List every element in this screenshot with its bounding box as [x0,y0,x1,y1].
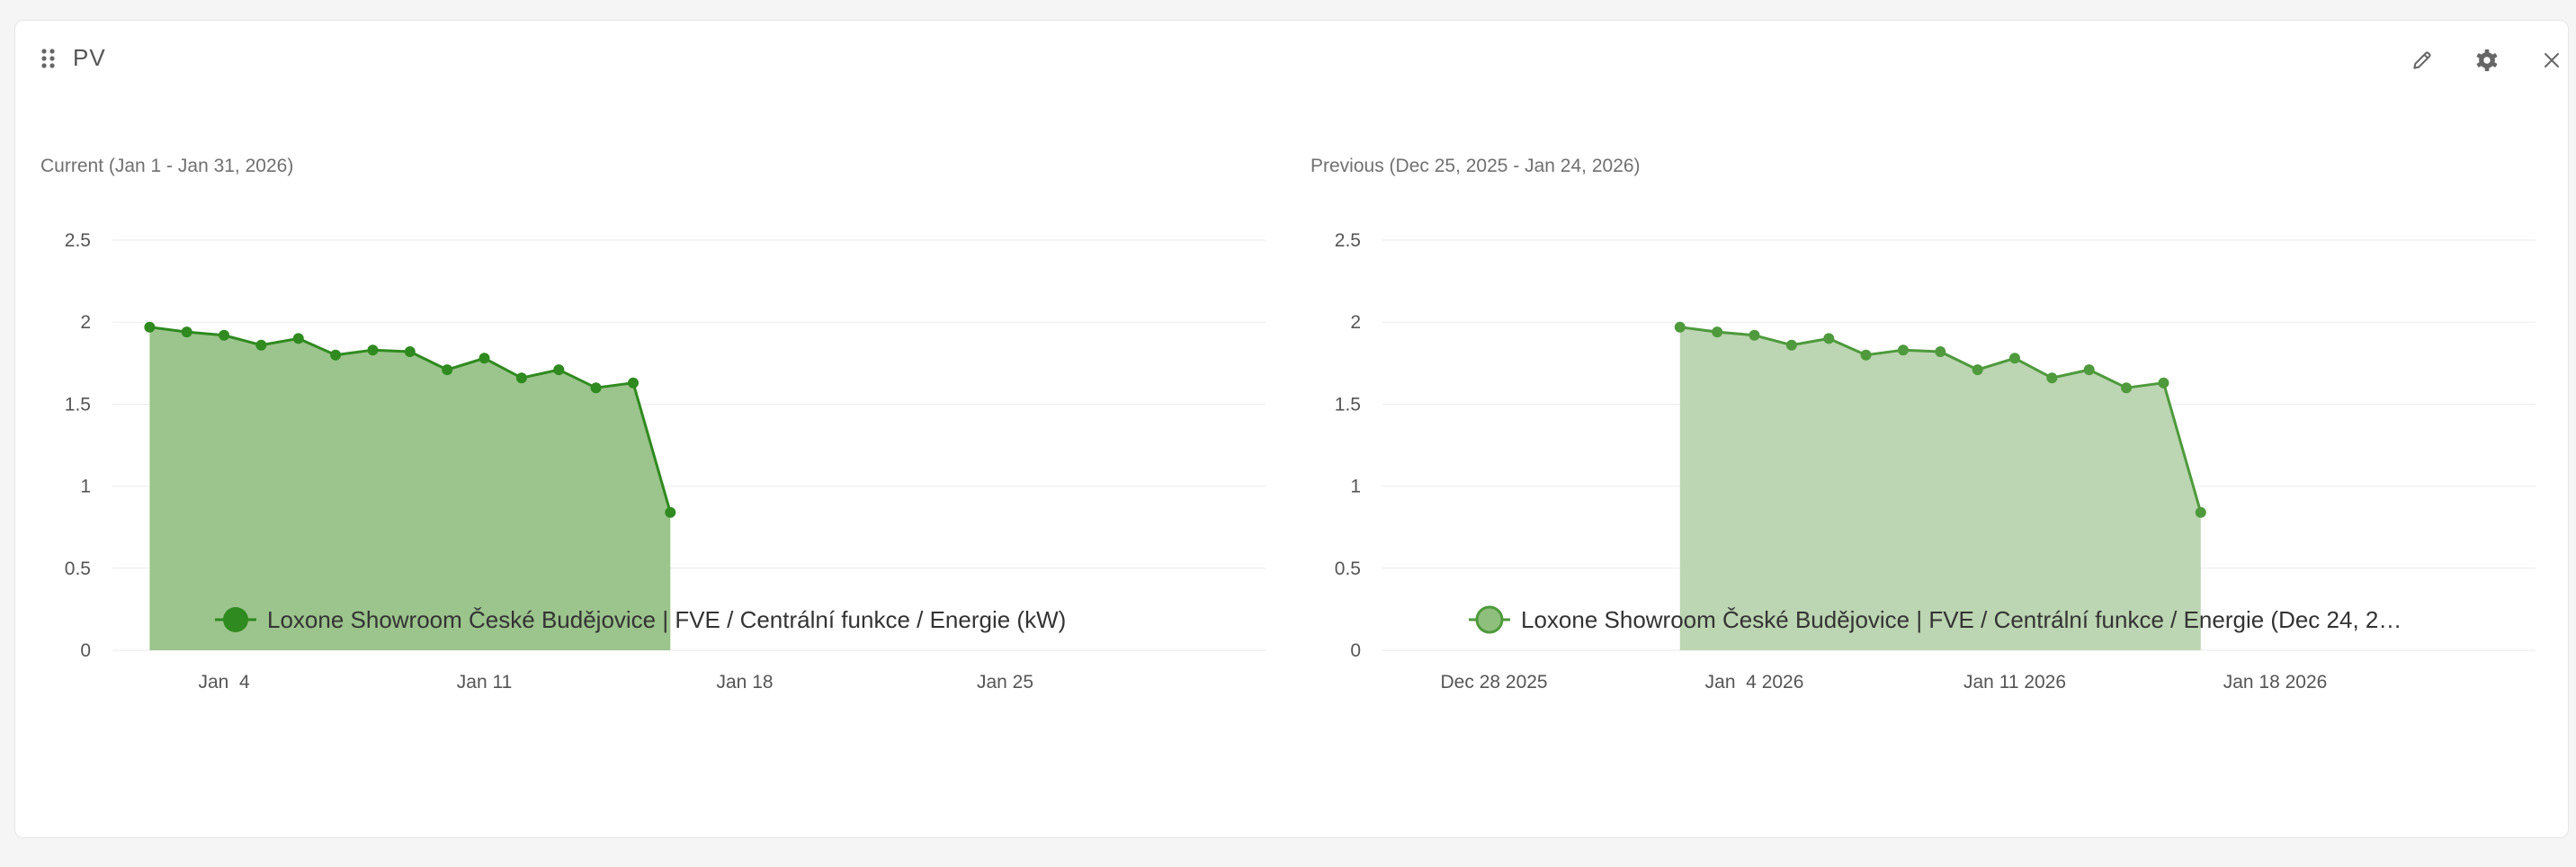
previous-data-point[interactable] [1712,326,1723,338]
previous-y-tick-label: 0 [1350,640,1361,661]
current-period-chart: Current (Jan 1 - Jan 31, 2026) 0 0.5 1 1.5 2… [40,156,1282,785]
legend-marker-previous-icon [1469,602,1510,638]
current-data-point[interactable] [255,339,267,351]
legend-item-current[interactable]: Loxone Showroom České Budějovice | FVE /… [215,602,1066,638]
legend-label-previous: Loxone Showroom České Budějovice | FVE /… [1521,605,2402,633]
legend-marker-current-icon [215,602,256,638]
current-data-point[interactable] [219,329,230,341]
current-y-tick-label: 0 [80,640,91,661]
previous-data-point[interactable] [2195,506,2206,518]
current-y-tick-label: 1 [80,477,91,497]
current-x-tick-label: Jan 18 [717,672,774,693]
current-data-point[interactable] [404,346,416,357]
gear-icon [2476,49,2498,72]
pv-widget-card: PV Current (Jan 1 - Jan 31, 2026) [14,20,2569,838]
close-icon [2545,53,2559,67]
current-data-point[interactable] [144,321,156,333]
current-y-tick-label: 2 [80,312,91,333]
current-chart-plot: 0 0.5 1 1.5 2 2.5 Jan 4 Jan 11 Jan 18 Jan 25 [65,230,1266,693]
current-data-point[interactable] [367,344,379,356]
previous-data-point[interactable] [1860,349,1872,361]
pencil-icon [2413,51,2431,69]
legend-label-current: Loxone Showroom České Budějovice | FVE /… [267,605,1067,633]
current-data-point[interactable] [330,349,342,361]
current-data-point[interactable] [442,364,453,376]
current-y-tick-label: 1.5 [65,394,91,415]
current-data-point[interactable] [553,364,565,376]
previous-series-area [1679,326,2201,650]
previous-period-chart: Previous (Dec 25, 2025 - Jan 24, 2026) 0… [1310,156,2552,785]
widget-title: PV [73,44,106,71]
previous-y-tick-label: 1 [1350,477,1361,497]
close-button[interactable] [2534,42,2570,78]
previous-period-label: Previous (Dec 25, 2025 - Jan 24, 2026) [1310,156,1641,176]
drag-handle-icon[interactable] [40,48,57,69]
current-data-point[interactable] [292,333,304,344]
previous-data-point[interactable] [1935,346,1946,357]
previous-data-point[interactable] [1785,339,1797,351]
current-data-point[interactable] [628,377,639,389]
settings-button[interactable] [2469,42,2505,78]
current-x-tick-label: Jan 11 [457,672,513,693]
previous-x-tick-label: Jan 18 2026 [2223,672,2328,693]
current-data-point[interactable] [665,506,676,518]
previous-data-point[interactable] [1749,329,1760,341]
previous-x-tick-label: Dec 28 2025 [1441,672,1548,693]
current-data-point[interactable] [515,372,527,384]
previous-data-point[interactable] [2121,382,2133,394]
current-period-label: Current (Jan 1 - Jan 31, 2026) [40,156,294,176]
previous-y-tick-label: 2 [1350,312,1361,333]
previous-y-tick-label: 2.5 [1335,230,1361,251]
previous-data-point[interactable] [1823,333,1835,344]
edit-button[interactable] [2404,42,2440,78]
current-data-point[interactable] [590,382,602,394]
previous-data-point[interactable] [1674,321,1686,333]
previous-x-tick-label: Jan 11 2026 [1963,672,2066,693]
previous-data-point[interactable] [1972,364,1983,376]
current-y-tick-label: 2.5 [65,230,91,251]
previous-chart-plot: 0 0.5 1 1.5 2 2.5 Dec 28 2025 Jan 4 2026 Jan 11 … [1335,230,2536,693]
previous-data-point[interactable] [2046,372,2058,384]
previous-data-point[interactable] [1898,344,1909,356]
previous-data-point[interactable] [2083,364,2095,376]
previous-y-tick-label: 0.5 [1335,559,1361,579]
current-x-tick-label: Jan 25 [977,672,1033,693]
current-x-tick-label: Jan 4 [198,672,250,693]
previous-x-tick-label: Jan 4 2026 [1705,672,1804,693]
current-data-point[interactable] [479,353,490,364]
current-series-area [149,326,671,650]
previous-data-point[interactable] [2158,377,2169,389]
current-y-tick-label: 0.5 [65,559,91,579]
previous-y-tick-label: 1.5 [1335,394,1361,415]
previous-data-point[interactable] [2009,353,2020,364]
current-data-point[interactable] [181,326,192,338]
legend-item-previous[interactable]: Loxone Showroom České Budějovice | FVE /… [1469,602,2402,638]
